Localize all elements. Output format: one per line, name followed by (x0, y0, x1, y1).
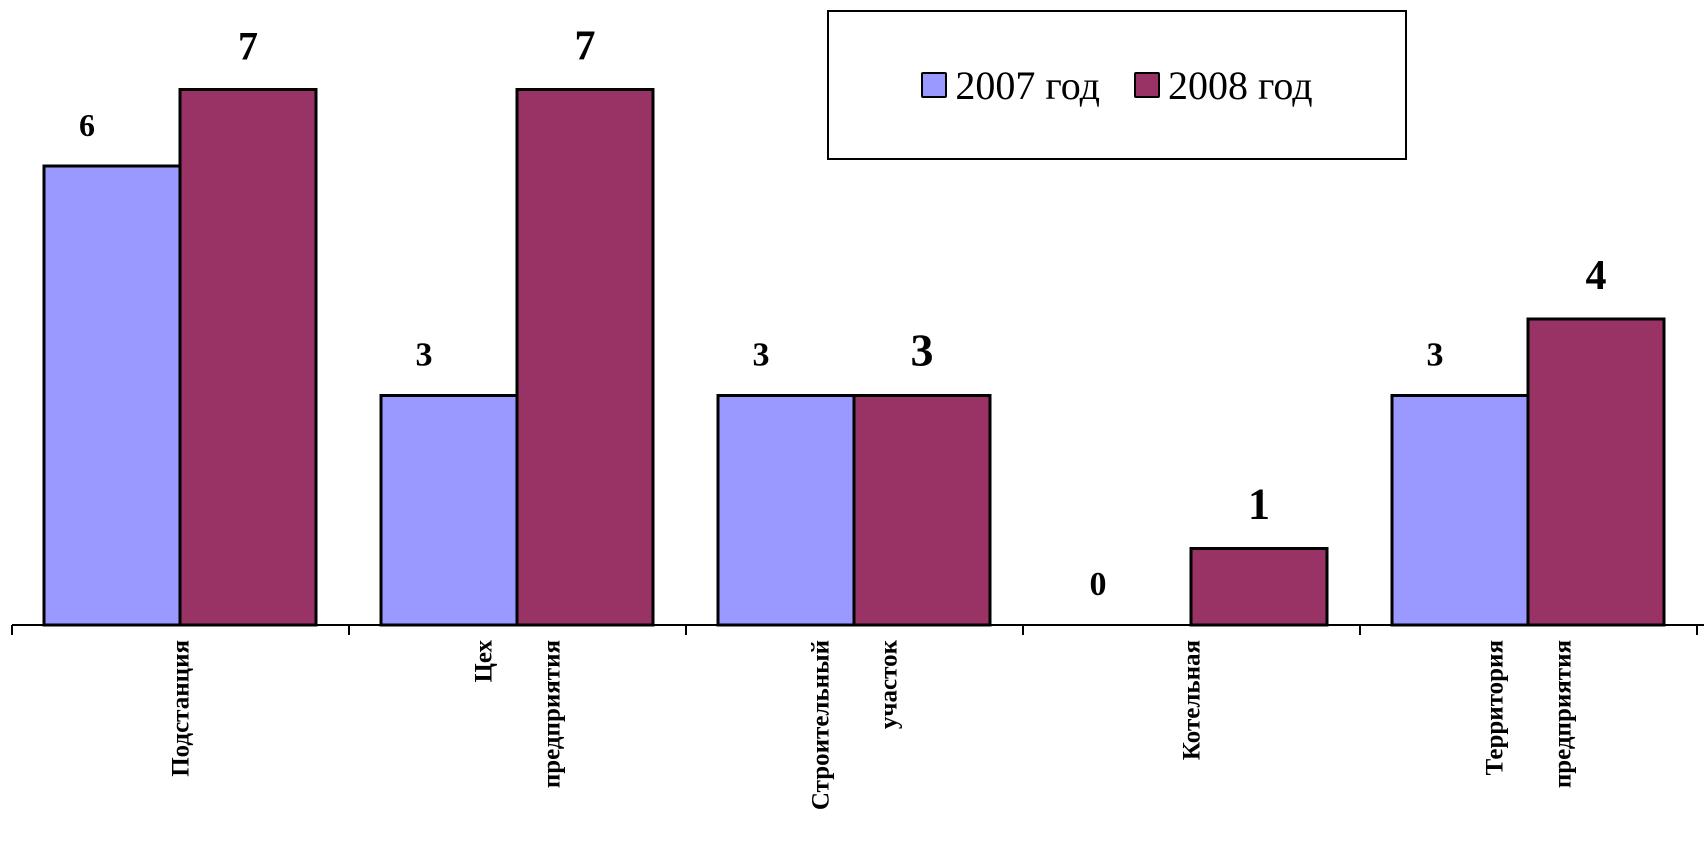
category-label: участок (876, 639, 903, 729)
x-axis-ticks (11, 625, 1698, 635)
category-labels: Подстанция Цех предприятия Строительный учас… (168, 639, 1577, 810)
data-label: 3 (753, 337, 770, 374)
bar-2008-2 (852, 394, 992, 627)
data-label: 7 (575, 24, 596, 70)
data-label: 3 (911, 325, 934, 376)
bar-2008-1 (515, 88, 655, 627)
legend-swatch-2008 (1134, 72, 1160, 98)
data-label: 7 (238, 24, 258, 69)
category-label: Подстанция (168, 640, 195, 777)
bar-2007-4 (1390, 394, 1530, 627)
legend: 2007 год 2008 год (827, 10, 1407, 160)
data-label: 4 (1586, 253, 1607, 299)
data-label: 3 (416, 337, 433, 374)
legend-label-2007: 2007 год (955, 62, 1100, 108)
bar-2007-0 (42, 164, 182, 627)
legend-item-2007: 2007 год (921, 62, 1100, 109)
data-labels: 6 7 3 7 3 3 0 1 3 4 (79, 24, 1607, 604)
data-label: 3 (1427, 337, 1444, 374)
data-label: 0 (1090, 566, 1107, 603)
data-label: 1 (1248, 480, 1270, 529)
category-label: предприятия (1550, 640, 1577, 788)
bar-2007-2 (716, 394, 856, 627)
bar-2008-0 (178, 88, 318, 627)
bar-2008-4 (1526, 317, 1666, 627)
category-label: Цех (471, 640, 498, 683)
category-label: предприятия (539, 640, 566, 788)
category-label: Территория (1482, 640, 1509, 775)
category-label: Котельная (1179, 640, 1206, 760)
data-label: 6 (79, 107, 95, 143)
legend-item-2008: 2008 год (1134, 62, 1313, 109)
bar-2008-3 (1189, 547, 1329, 627)
bars-group (42, 88, 1666, 627)
legend-label-2008: 2008 год (1168, 62, 1313, 108)
category-label: Строительный (808, 640, 835, 810)
legend-swatch-2007 (921, 72, 948, 98)
bar-2007-1 (379, 394, 519, 627)
